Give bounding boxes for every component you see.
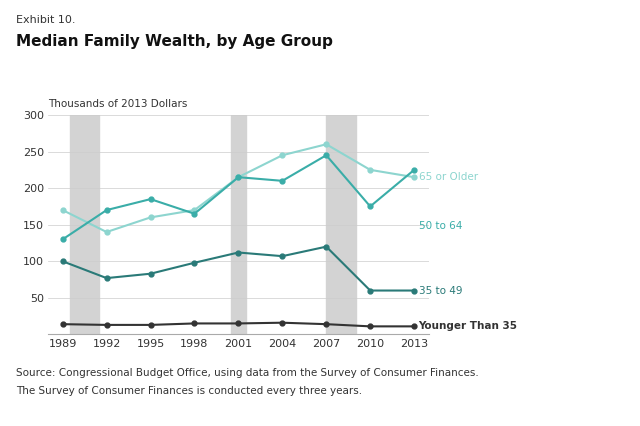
Text: Younger Than 35: Younger Than 35 (419, 321, 518, 331)
Bar (70, 115, 99, 334)
Text: Source: Congressional Budget Office, using data from the Survey of Consumer Fina: Source: Congressional Budget Office, usi… (16, 368, 479, 378)
Text: 65 or Older: 65 or Older (419, 172, 477, 182)
Bar (326, 115, 356, 334)
Text: The Survey of Consumer Finances is conducted every three years.: The Survey of Consumer Finances is condu… (16, 386, 362, 395)
Text: 50 to 64: 50 to 64 (419, 221, 462, 231)
Text: Median Family Wealth, by Age Group: Median Family Wealth, by Age Group (16, 34, 333, 49)
Text: Exhibit 10.: Exhibit 10. (16, 15, 76, 25)
Bar (231, 115, 246, 334)
Text: 35 to 49: 35 to 49 (419, 285, 462, 296)
Text: Thousands of 2013 Dollars: Thousands of 2013 Dollars (48, 99, 188, 109)
